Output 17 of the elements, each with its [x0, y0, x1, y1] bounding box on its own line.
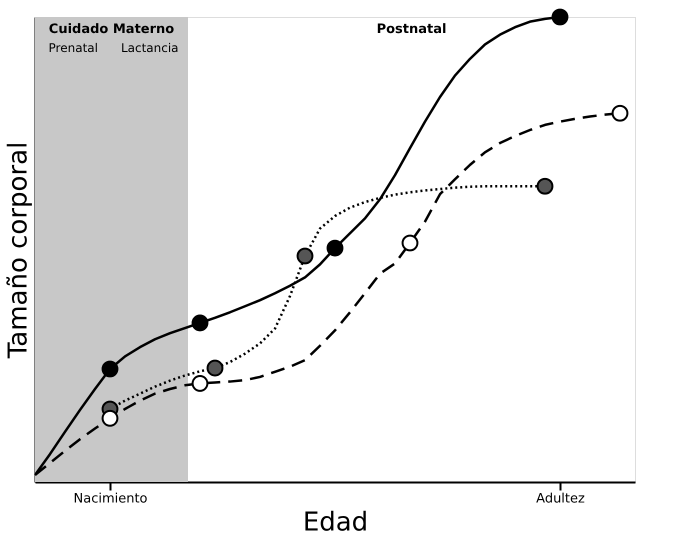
- point: [536, 178, 554, 195]
- y-axis-title: Tamaño corporal: [4, 142, 34, 360]
- point: [102, 360, 118, 378]
- annotation: Lactancia: [120, 41, 179, 55]
- point: [102, 410, 118, 427]
- annotation: Postnatal: [376, 22, 446, 37]
- annotation: Prenatal: [48, 41, 98, 55]
- annotation: Cuidado Materno: [48, 22, 174, 37]
- point: [552, 8, 568, 26]
- point: [206, 360, 224, 376]
- x-tick-label: Adultez: [536, 492, 586, 506]
- x-axis-title: Edad: [302, 508, 368, 538]
- point: [612, 104, 628, 122]
- x-tick-label: Nacimiento: [73, 492, 148, 506]
- point: [296, 248, 314, 264]
- point: [326, 240, 344, 257]
- point: [192, 314, 208, 332]
